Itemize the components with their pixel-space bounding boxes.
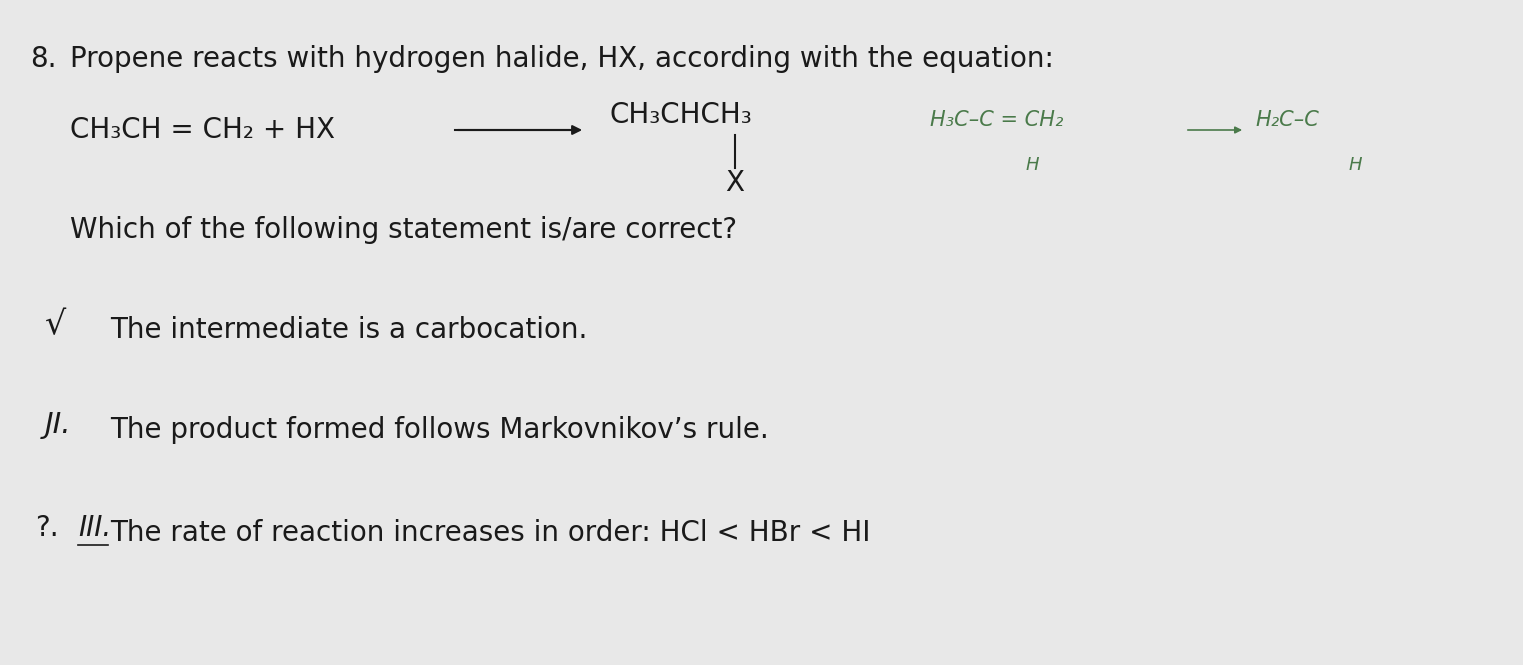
Text: √: √ xyxy=(46,309,65,342)
Text: X: X xyxy=(725,169,745,197)
Text: Which of the following statement is/are correct?: Which of the following statement is/are … xyxy=(70,216,737,244)
Text: H: H xyxy=(1348,156,1362,174)
Text: H₂C–C: H₂C–C xyxy=(1255,110,1319,130)
Text: CH₃CH = CH₂ + HX: CH₃CH = CH₂ + HX xyxy=(70,116,335,144)
Text: The intermediate is a carbocation.: The intermediate is a carbocation. xyxy=(110,316,588,344)
Text: The product formed follows Markovnikov’s rule.: The product formed follows Markovnikov’s… xyxy=(110,416,769,444)
Text: H: H xyxy=(1025,156,1039,174)
Text: CH₃CHCH₃: CH₃CHCH₃ xyxy=(611,101,752,129)
Text: Propene reacts with hydrogen halide, HX, according with the equation:: Propene reacts with hydrogen halide, HX,… xyxy=(70,45,1054,73)
Text: ?.: ?. xyxy=(35,514,58,542)
Text: The rate of reaction increases in order: HCl < HBr < HI: The rate of reaction increases in order:… xyxy=(110,519,871,547)
Text: H₃C–C = CH₂: H₃C–C = CH₂ xyxy=(931,110,1063,130)
Text: III.: III. xyxy=(78,514,111,542)
Text: 8.: 8. xyxy=(30,45,56,73)
Text: JI.: JI. xyxy=(46,411,72,439)
